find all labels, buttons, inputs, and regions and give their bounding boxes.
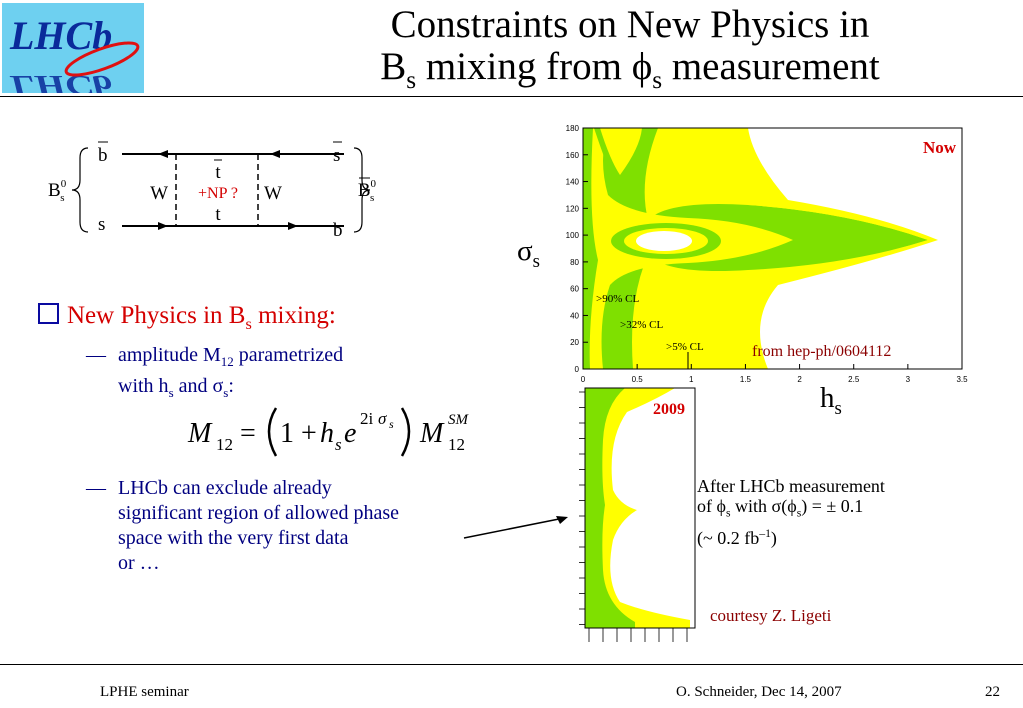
svg-text:M: M bbox=[419, 418, 445, 449]
y-tick-label: 0 bbox=[575, 365, 580, 374]
now-label: Now bbox=[923, 138, 957, 157]
y-tick-label: 20 bbox=[570, 338, 579, 347]
footer-author-date: O. Schneider, Dec 14, 2007 bbox=[676, 684, 842, 700]
y-tick-label: 60 bbox=[570, 285, 579, 294]
bs-meson-left: B0 s bbox=[48, 178, 67, 204]
quark-t-bar: t bbox=[215, 162, 221, 183]
quark-s: s bbox=[98, 214, 105, 235]
svg-text:12: 12 bbox=[216, 435, 233, 454]
w-boson-right: W bbox=[264, 183, 282, 204]
x-tick-label: 1.5 bbox=[740, 375, 752, 384]
x-tick-label: 3 bbox=[906, 375, 911, 384]
y-tick-label: 140 bbox=[566, 178, 580, 187]
title-line-1: Constraints on New Physics in bbox=[390, 3, 870, 46]
x-tick-label: 0 bbox=[581, 375, 586, 384]
svg-text:12: 12 bbox=[448, 435, 465, 454]
formula-m12: M 12 = 1 + h s e 2i σ s M 12 SM bbox=[187, 407, 470, 457]
title-line-2: Bs mixing from ϕs measurement bbox=[380, 45, 880, 94]
y-tick-label: 180 bbox=[566, 124, 580, 133]
y-axis-label: σs bbox=[517, 235, 540, 272]
svg-text:s: s bbox=[389, 417, 394, 431]
svg-text:2i: 2i bbox=[360, 409, 374, 428]
x-tick-label: 1 bbox=[689, 375, 694, 384]
x-tick-label: 0.5 bbox=[632, 375, 644, 384]
arrow-icon bbox=[463, 516, 568, 539]
footer-seminar: LPHE seminar bbox=[100, 684, 189, 700]
svg-text:1 +: 1 + bbox=[280, 418, 317, 449]
x-tick-label: 3.5 bbox=[956, 375, 968, 384]
after-measurement-note: After LHCb measurement of ϕs with σ(ϕs) … bbox=[697, 476, 885, 548]
svg-text:e: e bbox=[344, 418, 356, 449]
title-divider bbox=[0, 96, 1023, 97]
courtesy-label: courtesy Z. Ligeti bbox=[710, 606, 832, 625]
svg-text:σ: σ bbox=[378, 409, 387, 428]
reference-label: from hep-ph/0604112 bbox=[752, 343, 892, 360]
x-tick-label: 2.5 bbox=[848, 375, 860, 384]
page-number: 22 bbox=[985, 684, 1000, 700]
quark-b-bar: b bbox=[98, 145, 108, 166]
cl90-label: >90% CL bbox=[596, 293, 639, 305]
y-tick-label: 40 bbox=[570, 311, 579, 320]
plot-now: 180 160 140 120 100 80 60 40 20 0 0 0.5 1 1.5 2 2.5 3 3.… bbox=[566, 124, 968, 384]
footer-divider bbox=[0, 664, 1023, 665]
bullet-new-physics: New Physics in Bs mixing: bbox=[38, 302, 336, 334]
w-boson-left: W bbox=[150, 183, 168, 204]
svg-text:h: h bbox=[320, 418, 334, 449]
y-tick-label: 100 bbox=[566, 231, 580, 240]
sub-bullet-lhcb: — LHCb can exclude already significant r… bbox=[86, 477, 400, 574]
x-axis-label: hs bbox=[820, 382, 842, 419]
y-tick-label: 80 bbox=[570, 258, 579, 267]
cl32-label: >32% CL bbox=[620, 319, 663, 331]
new-physics-label: +NP ? bbox=[198, 185, 238, 202]
page-title: Constraints on New Physics in Bs mixing … bbox=[240, 4, 1020, 101]
box-diagram: b s s b t t W W +NP ? B0 s B0 s bbox=[48, 141, 377, 241]
logo-reflection: LHCb bbox=[9, 70, 112, 93]
y-tick-label: 160 bbox=[566, 151, 580, 160]
quark-t: t bbox=[215, 204, 221, 225]
y-tick-label: 120 bbox=[566, 204, 580, 213]
sub-bullet-amplitude: — amplitude M12 parametrized with hs and… bbox=[86, 344, 344, 400]
quark-b: b bbox=[333, 220, 343, 241]
bs-meson-right: B0 s bbox=[358, 178, 377, 204]
x-tick-label: 2 bbox=[797, 375, 802, 384]
label-2009: 2009 bbox=[653, 401, 685, 418]
dash-icon: — bbox=[86, 477, 106, 499]
svg-text:s: s bbox=[335, 435, 342, 454]
bullet-box-icon bbox=[38, 303, 59, 324]
svg-text:M: M bbox=[187, 418, 213, 449]
lhcb-logo: LHCb LHCb bbox=[2, 3, 144, 93]
svg-text:SM: SM bbox=[448, 412, 470, 428]
cl5-label: >5% CL bbox=[666, 341, 704, 353]
dash-icon: — bbox=[86, 344, 106, 366]
svg-text:=: = bbox=[240, 418, 256, 449]
quark-s-bar: s bbox=[333, 145, 340, 166]
plot-2009: 2009 bbox=[579, 387, 696, 642]
